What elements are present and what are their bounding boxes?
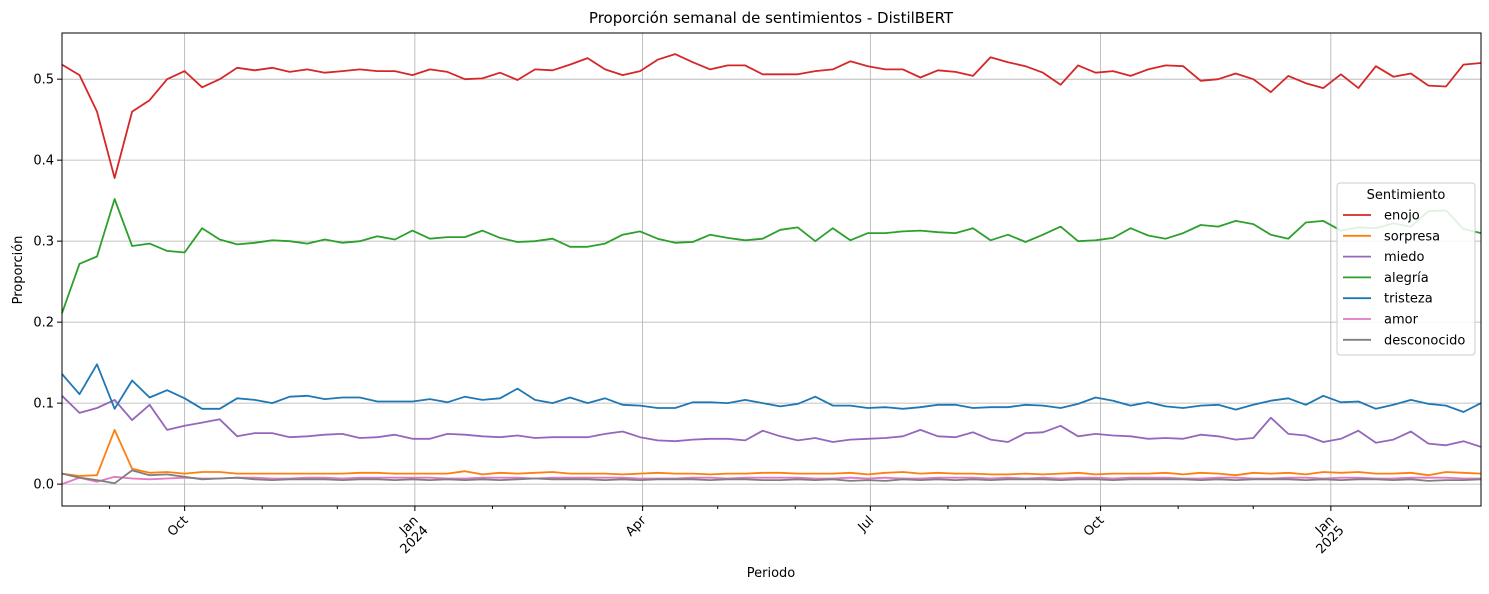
- x-tick-label: Apr: [623, 513, 650, 540]
- series-line-desconocido: [61, 469, 1482, 485]
- series-line-enojo: [61, 53, 1482, 179]
- x-tick-label: Jan2025: [1304, 513, 1348, 557]
- y-tick-label: 0.0: [33, 478, 54, 493]
- legend: Sentimiento enojo sorpresa miedo alegría tris…: [1336, 182, 1476, 356]
- series-line-alegría: [61, 198, 1482, 314]
- x-tick-label: Oct: [1081, 513, 1108, 540]
- series-line-tristeza: [61, 363, 1482, 413]
- legend-label: enojo: [1384, 209, 1420, 224]
- x-axis: Oct Jan2024 Apr Jul Oct Jan2025: [109, 506, 1409, 557]
- legend-label: tristeza: [1384, 292, 1433, 307]
- series-line-miedo: [61, 395, 1482, 448]
- y-tick-label: 0.3: [33, 235, 54, 250]
- series-line-sorpresa: [61, 428, 1482, 477]
- y-axis: 0.0 0.1 0.2 0.3 0.4 0.5: [33, 73, 62, 493]
- legend-title: Sentimiento: [1367, 188, 1446, 203]
- y-tick-label: 0.4: [33, 154, 54, 169]
- x-tick-label: Jan2024: [388, 513, 432, 557]
- legend-label: sorpresa: [1384, 229, 1440, 244]
- legend-label: alegría: [1384, 271, 1429, 286]
- legend-label: amor: [1384, 313, 1419, 328]
- y-tick-label: 0.1: [33, 397, 54, 412]
- legend-label: desconocido: [1384, 333, 1465, 348]
- legend-box: [1336, 182, 1476, 356]
- x-tick-label: Oct: [165, 513, 192, 540]
- series-line-amor: [61, 475, 1481, 485]
- plot-frame: [61, 32, 1482, 507]
- legend-label: miedo: [1384, 250, 1425, 265]
- y-axis-label: Proporción: [11, 236, 26, 305]
- x-tick-label: Jul: [855, 513, 877, 535]
- y-tick-label: 0.2: [33, 316, 54, 331]
- grid-lines: [62, 33, 1481, 506]
- series-lines: [61, 53, 1482, 485]
- chart-title: Proporción semanal de sentimientos - Dis…: [589, 9, 954, 27]
- y-tick-label: 0.5: [33, 73, 54, 88]
- x-axis-label: Periodo: [747, 566, 796, 581]
